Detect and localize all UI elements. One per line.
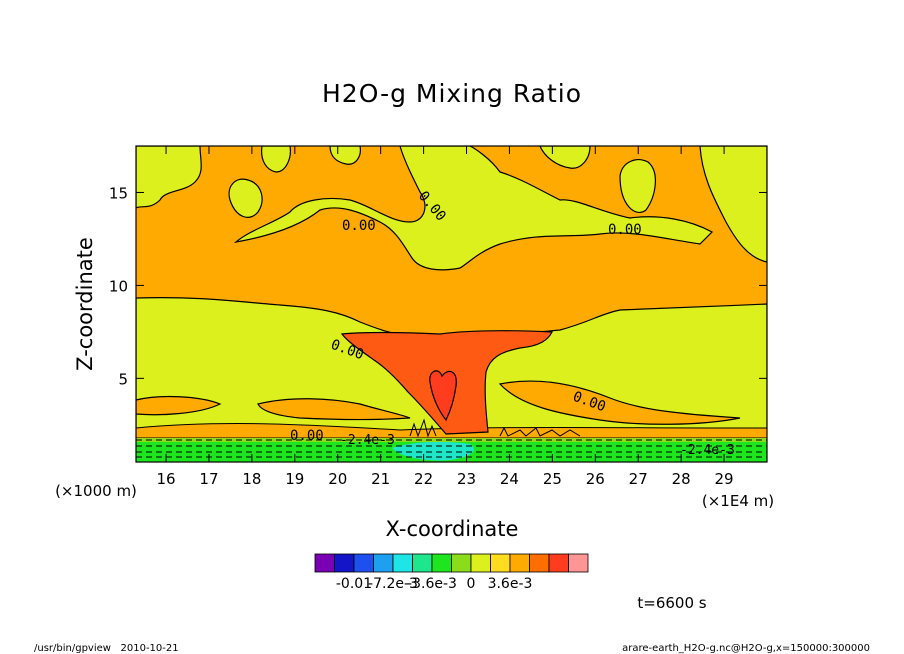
footer-right: arare-earth_H2O-g.nc@H2O-g,x=150000:3000… bbox=[622, 643, 870, 654]
field-lime-blob-4 bbox=[619, 159, 656, 213]
colorbar-swatch bbox=[353, 553, 374, 573]
contour-label: 0.00 bbox=[342, 218, 376, 234]
colorbar bbox=[314, 553, 589, 573]
negative-contours bbox=[136, 439, 767, 458]
x-tick-label: 19 bbox=[285, 470, 304, 488]
colorbar-label: -7.2e-3 bbox=[368, 576, 418, 592]
x-tick-label: 28 bbox=[672, 470, 691, 488]
plot-area: 0.00 0.00 0.00 0.00 0.00 0.00 -2.4e-3 -2… bbox=[136, 146, 767, 462]
colorbar-swatch bbox=[470, 553, 491, 573]
x-tick-label: 29 bbox=[715, 470, 734, 488]
colorbar-swatch bbox=[451, 553, 472, 573]
field-orange-pocket-right bbox=[498, 380, 741, 425]
x-axis-label: X-coordinate bbox=[386, 517, 519, 541]
colorbar-label: 0 bbox=[467, 576, 476, 592]
field-lime-center bbox=[233, 146, 713, 271]
x-tick-label: 25 bbox=[543, 470, 562, 488]
x-tick-label: 22 bbox=[414, 470, 433, 488]
field-orange-pocket-left bbox=[136, 395, 222, 416]
x-tick-label: 21 bbox=[371, 470, 390, 488]
footer-left: /usr/bin/gpview 2010-10-21 bbox=[34, 643, 179, 654]
x-tick-label: 20 bbox=[328, 470, 347, 488]
y-tick-label: 15 bbox=[109, 184, 128, 202]
x-tick-label: 24 bbox=[500, 470, 519, 488]
y-unit-note: (×1000 m) bbox=[55, 482, 137, 500]
plot-frame bbox=[135, 145, 768, 463]
colorbar-swatch bbox=[392, 553, 413, 573]
time-label: t=6600 s bbox=[637, 594, 706, 612]
y-tick-label: 5 bbox=[118, 370, 128, 388]
x-tick-label: 18 bbox=[242, 470, 261, 488]
x-tick-label: 27 bbox=[629, 470, 648, 488]
colorbar-labels: -0.01-7.2e-3-3.6e-3 0 3.6e-3 bbox=[336, 576, 533, 592]
colorbar-swatch bbox=[529, 553, 550, 573]
field-cyan-patch bbox=[392, 441, 474, 461]
x-tick-label: 26 bbox=[586, 470, 605, 488]
colorbar-swatch bbox=[490, 553, 511, 573]
colorbar-swatch bbox=[431, 553, 452, 573]
contour-label: -2.4e-3 bbox=[680, 443, 735, 458]
field-lime-upper-left bbox=[136, 146, 202, 209]
colorbar-swatch bbox=[568, 553, 589, 573]
contour-label: 0.00 bbox=[608, 222, 642, 238]
surface-spikes bbox=[409, 418, 581, 438]
field-lime-blob-2 bbox=[261, 146, 291, 173]
contour-label: -2.4e-3 bbox=[340, 433, 395, 448]
field-lime-right bbox=[699, 146, 767, 263]
x-tick-label: 17 bbox=[199, 470, 218, 488]
y-axis: 5 10 15 bbox=[109, 184, 767, 388]
y-tick-label: 10 bbox=[109, 277, 128, 295]
colorbar-label: 3.6e-3 bbox=[488, 576, 533, 592]
x-axis: 16 17 18 19 20 21 22 23 24 25 26 27 28 29 bbox=[157, 146, 734, 488]
x-unit-note: (×1E4 m) bbox=[702, 492, 774, 510]
colorbar-swatch bbox=[509, 553, 530, 573]
colorbar-swatch bbox=[314, 553, 335, 573]
colorbar-swatch bbox=[373, 553, 394, 573]
colorbar-swatch bbox=[548, 553, 569, 573]
field-lime-blob-1 bbox=[228, 178, 263, 218]
x-tick-label: 23 bbox=[457, 470, 476, 488]
x-tick-label: 16 bbox=[157, 470, 176, 488]
field-red-core bbox=[429, 370, 457, 422]
colorbar-swatch bbox=[412, 553, 433, 573]
chart-title: H2O-g Mixing Ratio bbox=[322, 79, 582, 108]
y-axis-label: Z-coordinate bbox=[73, 237, 97, 371]
contour-label: 0.00 bbox=[290, 428, 324, 444]
field-orange-pocket-mid bbox=[257, 398, 411, 421]
colorbar-swatch bbox=[334, 553, 355, 573]
colorbar-label: -3.6e-3 bbox=[407, 576, 457, 592]
colorbar-label: -0.01 bbox=[336, 576, 372, 592]
